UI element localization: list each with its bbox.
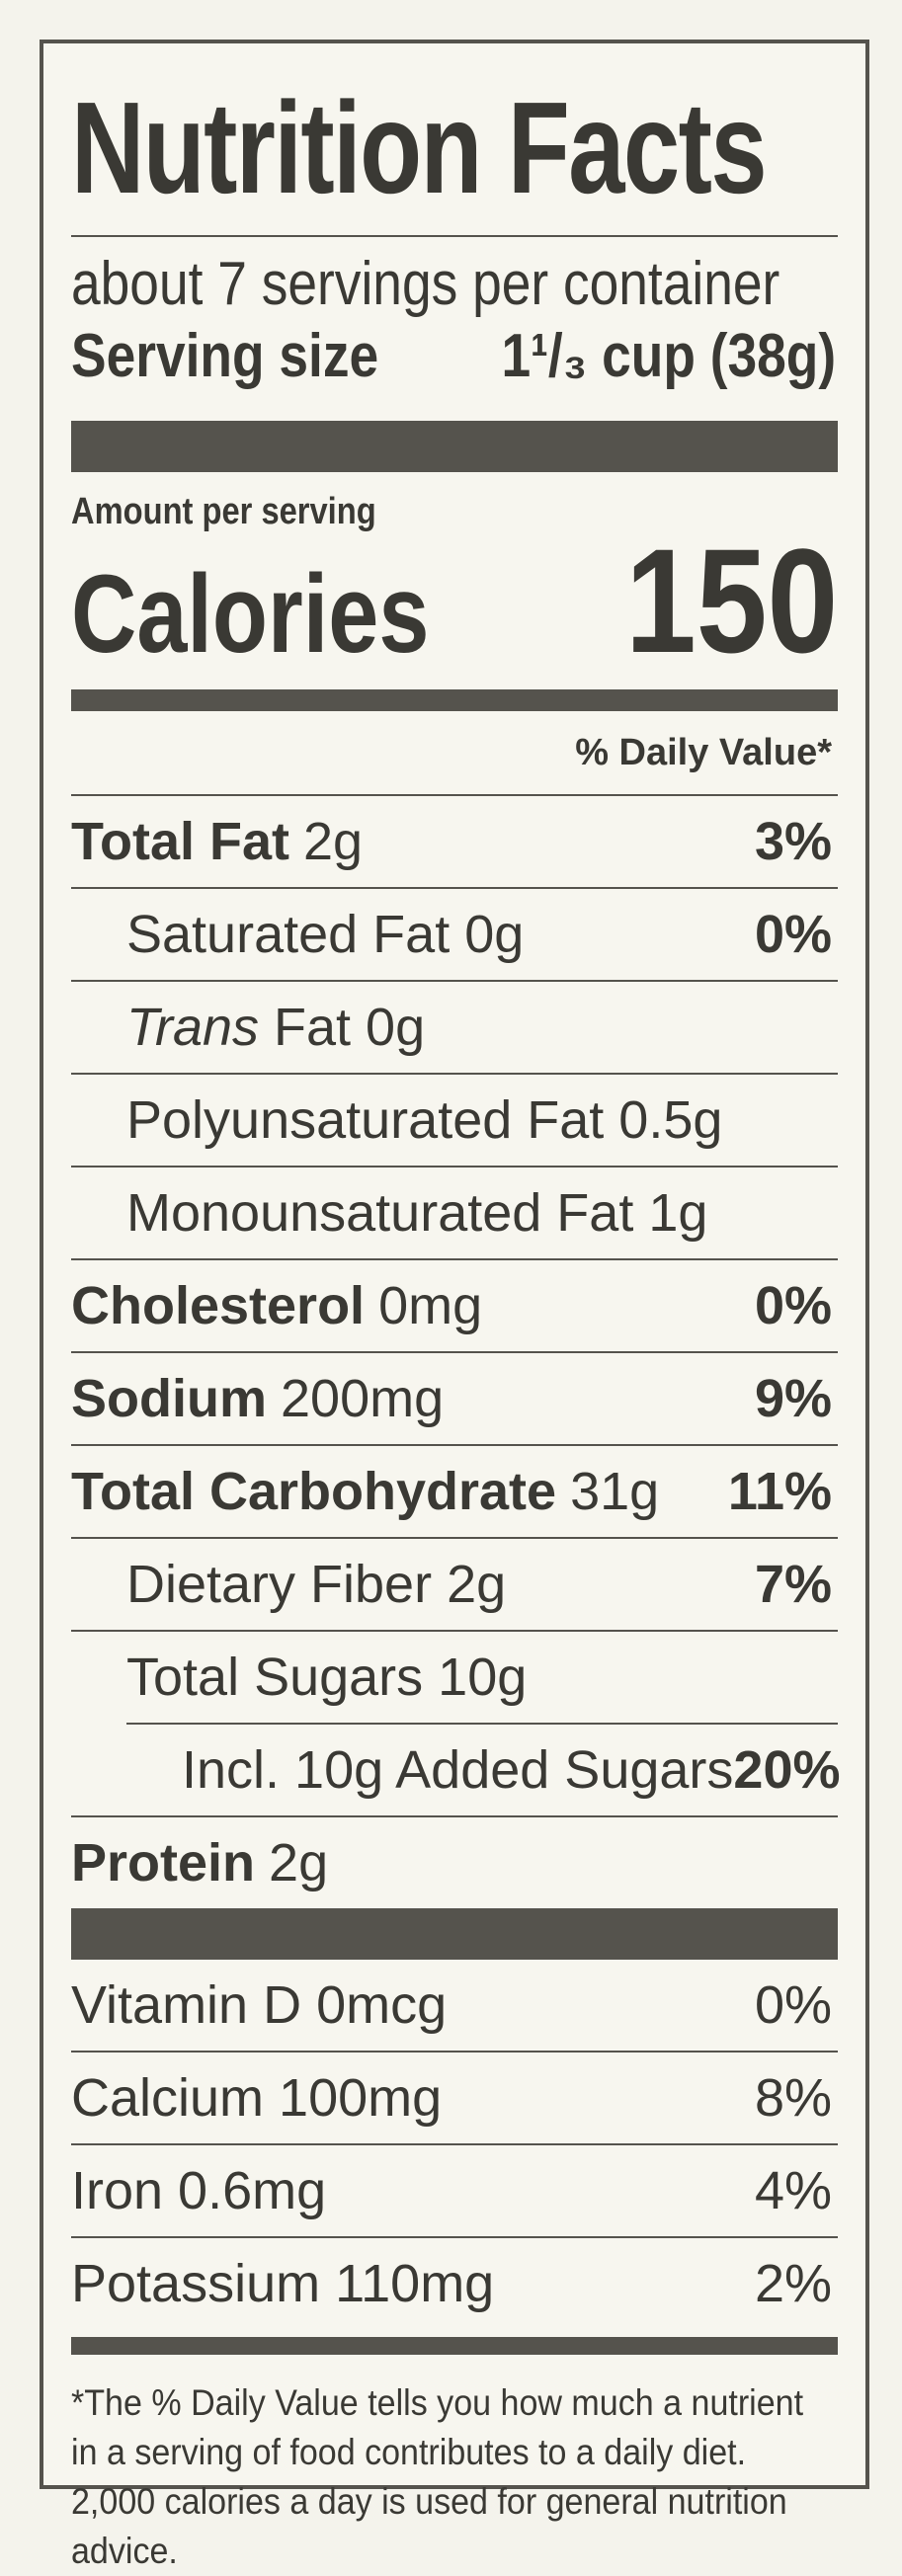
nutrient-name: Dietary Fiber 2g [126, 1555, 507, 1614]
nutrient-name: Sodium [71, 1369, 267, 1428]
daily-value-percent: 7% [754, 1555, 832, 1614]
nutrient-amount: 0mg [378, 1276, 483, 1335]
nutrient-name: Incl. 10g Added Sugars [182, 1740, 734, 1800]
thick-divider [71, 1908, 838, 1960]
daily-value-percent: 20% [733, 1740, 841, 1800]
nutrient-list: Total Fat 2g 3% Saturated Fat 0g 0% Trans Fat… [71, 794, 841, 1908]
nutrient-row: Protein 2g [71, 1815, 838, 1908]
nutrient-row: Polyunsaturated Fat 0.5g [71, 1073, 838, 1166]
nutrient-row: Total Carbohydrate 31g 11% [71, 1444, 838, 1537]
daily-value-percent: 9% [754, 1369, 832, 1428]
medium-divider [71, 2337, 838, 2355]
footnote: *The % Daily Value tells you how much a … [71, 2382, 804, 2571]
vitamin-row: Calcium 100mg 8% [71, 2051, 838, 2143]
nutrient-row: Total Fat 2g 3% [71, 794, 838, 887]
nutrient-name: Total Sugars 10g [126, 1648, 528, 1707]
nutrient-name-italic: Trans [126, 998, 260, 1057]
nutrient-name: Total Fat [71, 812, 289, 871]
nutrient-name: Protein [71, 1833, 256, 1892]
amount-per-serving: Amount per serving [71, 491, 376, 532]
calories-row: Calories 150 [71, 518, 838, 684]
vitamin-name: Iron 0.6mg [71, 2161, 327, 2220]
nutrient-amount: 31g [570, 1462, 660, 1521]
calories-value: 150 [624, 518, 838, 684]
nutrient-row: Total Sugars 10g [71, 1630, 838, 1723]
vitamin-row: Iron 0.6mg 4% [71, 2143, 838, 2236]
nutrient-row: Cholesterol 0mg 0% [71, 1258, 838, 1351]
calories-label: Calories [71, 552, 430, 676]
nutrient-row: Monounsaturated Fat 1g [71, 1166, 838, 1258]
vitamin-mineral-list: Vitamin D 0mcg 0% Calcium 100mg 8% Iron 0.6m… [71, 1960, 838, 2329]
vitamin-daily-value: 4% [754, 2161, 832, 2220]
nutrient-name: Monounsaturated Fat 1g [126, 1183, 708, 1243]
nutrient-row: Saturated Fat 0g 0% [71, 887, 838, 980]
nutrient-row: Trans Fat 0g [71, 980, 838, 1073]
medium-divider [71, 689, 838, 711]
daily-value-percent: 0% [754, 1276, 832, 1335]
servings-per-container: about 7 servings per container [71, 250, 780, 318]
nutrient-amount: 2g [269, 1833, 329, 1892]
vitamin-name: Calcium 100mg [71, 2068, 443, 2128]
vitamin-daily-value: 8% [754, 2068, 832, 2128]
serving-size-row: Serving size 1¹/₃ cup (38g) [71, 322, 836, 391]
nutrition-facts-label: Nutrition Facts about 7 servings per con… [40, 40, 869, 2571]
vitamin-daily-value: 0% [754, 1975, 832, 2035]
daily-value-percent: 3% [754, 812, 832, 871]
nutrient-name: Saturated Fat 0g [126, 905, 525, 964]
nutrient-name: Total Carbohydrate [71, 1462, 557, 1521]
vitamin-row: Potassium 110mg 2% [71, 2236, 838, 2329]
vitamin-row: Vitamin D 0mcg 0% [71, 1960, 838, 2051]
vitamin-name: Vitamin D 0mcg [71, 1975, 448, 2035]
daily-value-header: % Daily Value* [575, 732, 832, 773]
nutrient-name: Trans Fat 0g [126, 997, 425, 1058]
label-title: Nutrition Facts [71, 75, 768, 220]
nutrient-row: Dietary Fiber 2g 7% [71, 1537, 838, 1630]
nutrient-row: Sodium 200mg 9% [71, 1351, 838, 1444]
nutrient-name-rest: Fat 0g [259, 998, 426, 1057]
nutrient-amount: 200mg [281, 1369, 445, 1428]
nutrient-name: Cholesterol [71, 1276, 366, 1335]
vitamin-daily-value: 2% [754, 2254, 832, 2313]
daily-value-percent: 0% [754, 905, 832, 964]
serving-size-label: Serving size [71, 322, 379, 390]
nutrient-amount: 2g [302, 812, 364, 871]
thick-divider [71, 421, 838, 472]
serving-size-value: 1¹/₃ cup (38g) [501, 322, 837, 390]
nutrient-name: Polyunsaturated Fat 0.5g [126, 1090, 723, 1150]
daily-value-percent: 11% [727, 1462, 832, 1521]
vitamin-name: Potassium 110mg [71, 2254, 495, 2313]
divider [71, 235, 838, 237]
nutrient-row: Incl. 10g Added Sugars 20% [126, 1723, 841, 1815]
